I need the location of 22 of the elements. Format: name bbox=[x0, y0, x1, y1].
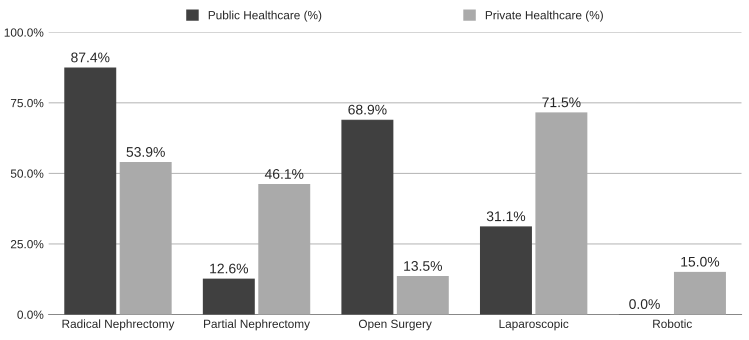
x-tick-label: Laparoscopic bbox=[500, 319, 568, 330]
data-label: 0.0% bbox=[629, 299, 660, 309]
data-label: 46.1% bbox=[264, 169, 304, 179]
data-label: 53.9% bbox=[126, 147, 165, 157]
data-label: 87.4% bbox=[71, 52, 110, 62]
data-label: 68.9% bbox=[348, 104, 387, 115]
legend-label: Public Healthcare (%) bbox=[208, 10, 322, 22]
y-tick-label: 50.0% bbox=[10, 169, 44, 178]
legend-label: Private Healthcare (%) bbox=[486, 10, 603, 22]
y-tick-label: 0.0% bbox=[17, 310, 44, 319]
data-label: 31.1% bbox=[486, 211, 526, 222]
y-tick-label: 75.0% bbox=[10, 98, 44, 108]
y-tick-label: 25.0% bbox=[10, 240, 44, 248]
x-tick-label: Open Surgery bbox=[358, 320, 432, 330]
data-label: 12.6% bbox=[210, 264, 248, 274]
data-label: 71.5% bbox=[542, 97, 581, 108]
data-label: 15.0% bbox=[681, 256, 720, 267]
y-tick-label: 100.0% bbox=[4, 28, 44, 37]
data-label: 13.5% bbox=[404, 261, 442, 271]
x-tick-label: Robotic bbox=[653, 319, 692, 328]
x-tick-label: Radical Nephrectomy bbox=[62, 319, 174, 330]
x-tick-label: Partial Nephrectomy bbox=[204, 319, 310, 330]
